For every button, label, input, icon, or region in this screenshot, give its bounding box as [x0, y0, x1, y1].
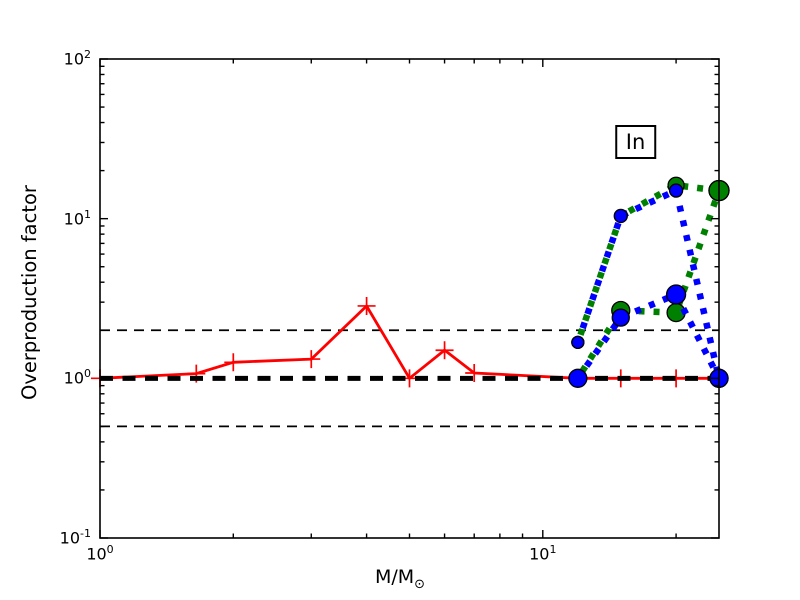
red-solid-plus-marker: [465, 363, 484, 382]
green-dotted-upper-line: [574, 181, 720, 344]
blue-dotted-lower-marker: [568, 368, 588, 388]
x-tick-label: 101: [529, 543, 557, 564]
red-solid-plus-marker: [435, 341, 454, 360]
green-dotted-lower-line: [575, 189, 723, 381]
blue-dotted-upper-marker: [613, 208, 628, 224]
x-tick-label: 100: [86, 543, 114, 564]
blue-dotted-upper-marker: [668, 183, 684, 198]
y-tick-label: 102: [63, 48, 91, 69]
blue-dotted-lower-marker: [665, 284, 687, 305]
red-solid-plus-marker: [302, 350, 321, 369]
blue-dotted-upper-marker: [571, 335, 585, 350]
y-tick-label: 10-1: [59, 527, 91, 548]
x-axis-label-main: M/M: [374, 566, 415, 588]
blue-dotted-lower-line: [575, 290, 722, 381]
blue-dotted-upper-line: [574, 185, 723, 380]
y-tick-label: 100: [63, 367, 91, 388]
y-tick-label: 101: [63, 207, 91, 228]
red-solid-plus-marker: [357, 296, 376, 315]
isotope-annotation: In: [614, 125, 657, 160]
blue-dotted-lower-marker: [611, 308, 630, 327]
sun-symbol: ⊙: [414, 577, 426, 592]
x-axis-label: M/M⊙: [320, 566, 480, 592]
red-solid-plus-marker: [224, 353, 243, 372]
